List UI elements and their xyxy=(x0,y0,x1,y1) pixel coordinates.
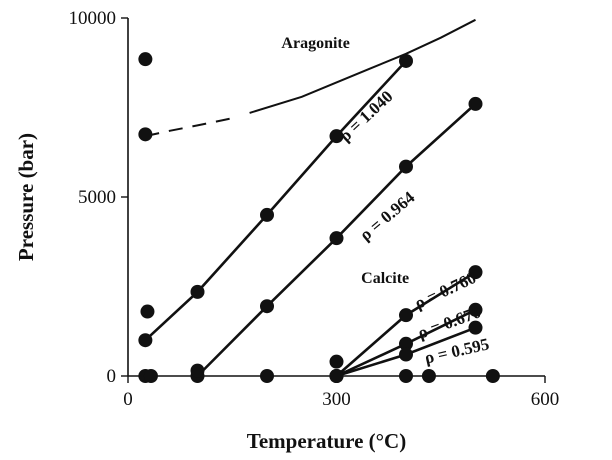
data-point-series-0 xyxy=(138,333,153,348)
data-point-series-2 xyxy=(399,308,413,323)
phase-boundary-dashed xyxy=(145,117,233,138)
data-point-series-3 xyxy=(399,336,413,351)
data-point-series-1 xyxy=(329,231,344,246)
isochore-label-4: ρ = 0.595 xyxy=(423,334,491,367)
data-point-extra xyxy=(138,52,153,67)
isochore-label-1: ρ = 0.964 xyxy=(356,187,419,244)
data-point-series-0 xyxy=(190,284,205,299)
x-tick-label-300: 300 xyxy=(322,389,351,410)
data-point-extra xyxy=(421,369,436,383)
data-point-series-1 xyxy=(260,299,274,314)
data-point-extra xyxy=(190,363,205,378)
text-labels: 0 5000 10000 0 300 600 Temperature (°C) Pressur… xyxy=(14,8,559,453)
x-tick-label-600: 600 xyxy=(531,389,560,410)
data-point-extra xyxy=(485,369,500,383)
data-point-extra xyxy=(138,127,153,142)
data-point-series-3 xyxy=(468,302,483,317)
y-tick-label-5000: 5000 xyxy=(78,187,116,208)
data-point-series-2 xyxy=(468,265,483,280)
data-point-series-1 xyxy=(399,159,413,174)
data-point-series-0 xyxy=(329,129,344,144)
isochore-label-0: ρ = 1.040 xyxy=(336,87,397,146)
x-tick-label-0: 0 xyxy=(123,389,133,410)
data-point-extra xyxy=(329,354,344,369)
region-label-calcite: Calcite xyxy=(361,270,409,287)
data-point-extra xyxy=(399,369,413,383)
x-axis-title: Temperature (°C) xyxy=(247,429,406,453)
y-tick-label-0: 0 xyxy=(107,366,117,387)
y-tick-label-10000: 10000 xyxy=(69,8,117,29)
y-axis-title: Pressure (bar) xyxy=(14,133,38,261)
data-point-extra xyxy=(260,369,274,383)
data-point-series-4 xyxy=(329,369,344,383)
data-point-series-1 xyxy=(468,96,483,111)
data-point-series-4 xyxy=(468,320,483,335)
data-point-series-0 xyxy=(260,207,274,222)
phase-boundary-solid xyxy=(249,18,476,114)
data-point-series-4 xyxy=(399,347,413,362)
region-label-aragonite: Aragonite xyxy=(281,35,349,52)
data-marks xyxy=(138,18,500,383)
data-point-extra xyxy=(143,369,158,383)
data-point-extra xyxy=(140,304,155,319)
data-point-series-0 xyxy=(399,53,413,68)
